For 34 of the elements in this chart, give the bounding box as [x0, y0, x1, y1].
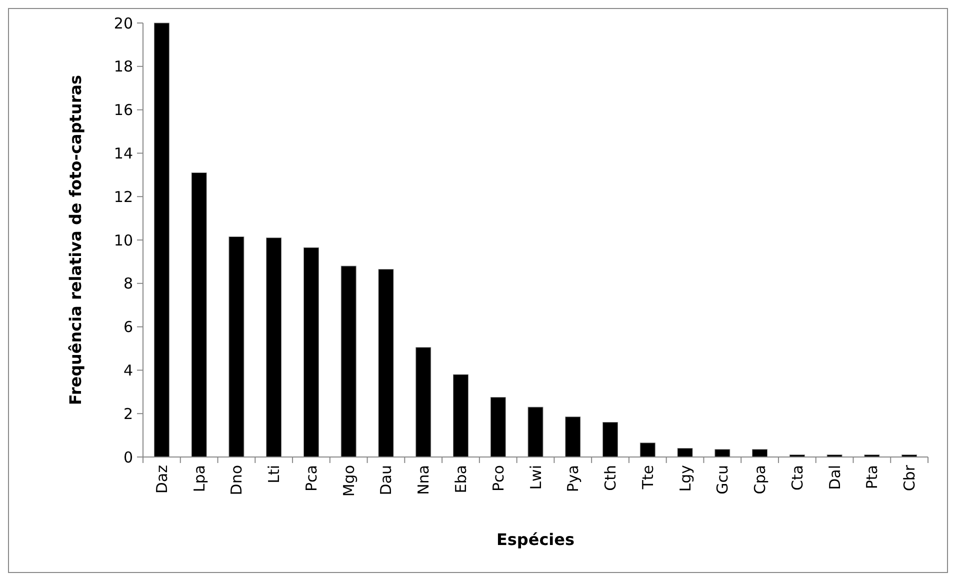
x-tick-label: Daz: [152, 464, 171, 494]
x-tick-label: Dau: [377, 465, 396, 496]
y-tick-label: 2: [123, 404, 133, 423]
x-tick-label: Lwi: [526, 465, 545, 490]
x-tick-label: Cpa: [751, 465, 770, 494]
x-tick-label: Pya: [564, 465, 582, 492]
x-tick-label: Lpa: [190, 465, 208, 492]
y-tick-label: 16: [114, 101, 133, 120]
x-tick-label: Nna: [414, 465, 433, 495]
y-tick-label: 12: [114, 188, 133, 206]
x-tick-label: Pca: [302, 465, 320, 492]
x-tick-label: Pco: [489, 465, 508, 492]
y-tick-label: 14: [114, 144, 133, 162]
y-tick-label: 10: [114, 231, 133, 250]
y-tick-label: 6: [123, 318, 133, 336]
x-tick-label: Cth: [602, 465, 620, 491]
x-tick-label: Eba: [452, 465, 470, 494]
x-tick-label: Gcu: [714, 465, 732, 494]
y-tick-label: 8: [123, 274, 133, 293]
x-tick-label: Cta: [788, 465, 806, 491]
y-tick-label: 18: [114, 58, 133, 76]
y-tick-label: 20: [114, 14, 133, 32]
y-tick-label: 4: [123, 361, 133, 380]
x-tick-label: Lti: [265, 465, 284, 484]
x-tick-label: Lgy: [676, 464, 694, 492]
x-tick-label: Dal: [826, 465, 844, 490]
x-tick-label: Pta: [863, 465, 882, 490]
x-tick-label: Cbr: [900, 464, 919, 492]
x-tick-label: Dno: [228, 465, 246, 496]
x-axis-title: Espécies: [496, 530, 575, 549]
y-tick-label: 0: [123, 448, 133, 466]
x-tick-label: Tte: [638, 465, 657, 490]
y-axis-title: Frequência relativa de foto-capturas: [66, 74, 85, 406]
x-tick-label: Mgo: [340, 465, 358, 497]
